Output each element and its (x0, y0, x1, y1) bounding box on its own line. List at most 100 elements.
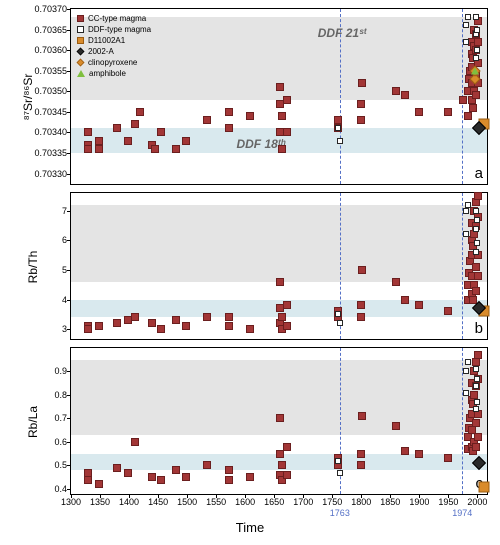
marker-ddf (473, 406, 479, 412)
marker-cc (172, 466, 180, 474)
xtick-label: 1350 (90, 494, 110, 507)
marker-cc (203, 313, 211, 321)
marker-cc (283, 96, 291, 104)
marker-cc (131, 120, 139, 128)
marker-cc (95, 137, 103, 145)
marker-cc (358, 79, 366, 87)
xtick-label: 2000 (467, 494, 487, 507)
marker-cc (474, 38, 482, 46)
panel-letter: a (475, 165, 483, 182)
panel-a: 0.703300.703350.703400.703450.703500.703… (70, 8, 488, 185)
marker-ddf (337, 470, 343, 476)
legend-item: CC-type magma (77, 13, 151, 24)
xtick-label: 1600 (235, 494, 255, 507)
marker-cc (203, 116, 211, 124)
marker-cc (469, 104, 477, 112)
marker-cc (470, 391, 478, 399)
marker-cc (276, 278, 284, 286)
marker-cc (357, 461, 365, 469)
marker-cc (392, 87, 400, 95)
marker-cc (459, 96, 467, 104)
ytick-label: 0.70370 (34, 4, 71, 14)
marker-cc (472, 287, 480, 295)
xtick-label: 1800 (351, 494, 371, 507)
ytick-label: 0.70360 (34, 45, 71, 55)
xtick-label: 1850 (380, 494, 400, 507)
marker-ddf (463, 390, 469, 396)
ytick-label: 0.5 (54, 460, 71, 470)
legend-label: CC-type magma (88, 13, 146, 24)
marker-cc (357, 450, 365, 458)
ytick-label: 0.70330 (34, 169, 71, 179)
marker-cc (464, 112, 472, 120)
ylabel-b: Rb/Th (26, 237, 40, 297)
marker-ddf (474, 27, 480, 33)
panel-c: 0.40.50.60.70.80.91300135014001450150015… (70, 347, 488, 495)
legend-item: 2002-A (77, 46, 151, 57)
ytick-label: 0.4 (54, 484, 71, 494)
vline (462, 193, 463, 339)
marker-cc (276, 450, 284, 458)
marker-cc (95, 145, 103, 153)
marker-ddf (473, 226, 479, 232)
xtick-label: 1450 (148, 494, 168, 507)
marker-ddf (473, 14, 479, 20)
ytick-label: 3 (62, 324, 71, 334)
legend: CC-type magmaDDF-type magmaD11002A12002-… (77, 13, 151, 79)
marker-cc (283, 471, 291, 479)
marker-cc (357, 116, 365, 124)
ytick-label: 0.70340 (34, 127, 71, 137)
marker-cc (246, 473, 254, 481)
marker-cc (148, 319, 156, 327)
marker-cc (124, 469, 132, 477)
marker-cc (276, 83, 284, 91)
marker-ddf (465, 14, 471, 20)
legend-item: amphibole (77, 68, 151, 79)
legend-label: 2002-A (88, 46, 114, 57)
marker-cc (357, 100, 365, 108)
figure: ⁸⁷Sr/⁸⁶Sr Rb/Th Rb/La 0.703300.703350.70… (0, 0, 500, 545)
marker-cc (113, 124, 121, 132)
xtick-label: 1650 (264, 494, 284, 507)
ytick-label: 4 (62, 295, 71, 305)
marker-ddf (337, 320, 343, 326)
legend-item: D11002A1 (77, 35, 151, 46)
marker-cc (225, 124, 233, 132)
ytick-label: 5 (62, 265, 71, 275)
ytick-label: 0.9 (54, 366, 71, 376)
marker-ddf (473, 249, 479, 255)
xtick-label: 1500 (177, 494, 197, 507)
marker-ddf (463, 208, 469, 214)
ytick-label: 0.70345 (34, 107, 71, 117)
marker-ddf (474, 240, 480, 246)
band (71, 360, 487, 435)
marker-cc (474, 272, 482, 280)
marker-cc (157, 128, 165, 136)
marker-ddf (463, 231, 469, 237)
marker-cc (131, 438, 139, 446)
marker-ddf (463, 39, 469, 45)
marker-cc (392, 422, 400, 430)
marker-cc (225, 322, 233, 330)
marker-cc (124, 137, 132, 145)
marker-cc (283, 128, 291, 136)
marker-cc (148, 473, 156, 481)
marker-cc (415, 450, 423, 458)
marker-ddf (473, 55, 479, 61)
xtick-label: 1950 (438, 494, 458, 507)
marker-ddf (337, 138, 343, 144)
marker-cc (278, 145, 286, 153)
marker-cc (95, 480, 103, 488)
marker-cc (131, 313, 139, 321)
year-label: 1974 (452, 508, 472, 518)
marker-cc (283, 443, 291, 451)
panel-b: 34567b (70, 192, 488, 340)
marker-ddf (335, 311, 341, 317)
marker-cc (278, 313, 286, 321)
marker-cc (278, 461, 286, 469)
ytick-label: 0.6 (54, 437, 71, 447)
marker-cc (474, 433, 482, 441)
marker-cc (474, 192, 482, 200)
marker-cc (182, 137, 190, 145)
marker-cc (470, 230, 478, 238)
